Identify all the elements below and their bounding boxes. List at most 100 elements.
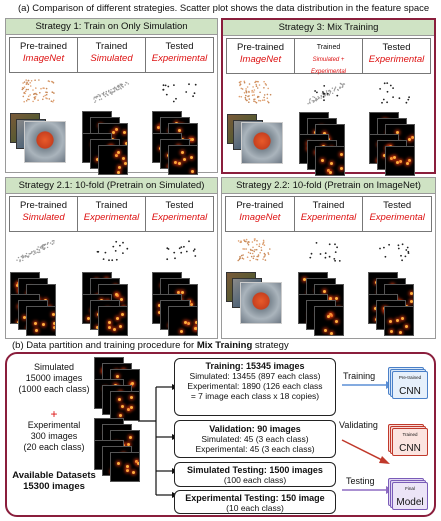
model-sublabel: Pre-trained — [398, 375, 422, 380]
trained-cell: Trained Experimental — [78, 197, 146, 231]
simulated-testing-title: Simulated Testing: 1500 images — [187, 465, 323, 475]
cell-value: Experimental — [151, 212, 208, 223]
available-datasets-label: Available Datasets 15300 images — [12, 470, 96, 492]
pretrained-cell: Pre-trained ImageNet — [10, 38, 78, 72]
tested-cell: Tested Experimental — [363, 39, 430, 73]
cell-label: Tested — [165, 41, 194, 52]
model-sublabel: Trained — [402, 432, 418, 437]
spot-pattern-tile — [26, 306, 56, 336]
cell-label: Pre-trained — [20, 41, 67, 52]
scatter-plot — [21, 79, 55, 103]
caption-b: (b) Data partition and training procedur… — [12, 340, 289, 351]
scatter-plot — [379, 243, 410, 262]
strategy-row: Pre-trained ImageNet Trained Simulated + E… — [226, 38, 431, 75]
trained-cell: Trained Experimental — [295, 197, 364, 231]
cell-value: ImageNet — [22, 53, 65, 64]
panel-title: Strategy 1: Train on Only Simulation — [6, 19, 217, 35]
simulated-testing-line: (100 each class) — [223, 475, 287, 485]
cell-label: Tested — [382, 42, 411, 53]
model-label: Model — [396, 497, 424, 508]
strategy-3-panel: Strategy 3: Mix Training Pre-trained Imag… — [221, 18, 436, 176]
testing-arrow-label: Testing — [346, 476, 375, 486]
validation-line: Experimental: 45 (3 each class) — [195, 444, 315, 454]
strategy-row: Pre-trained Simulated Trained Experimental… — [9, 196, 214, 232]
experimental-testing-title: Experimental Testing: 150 image — [185, 493, 325, 503]
spot-pattern-tile — [168, 145, 198, 175]
pretrained-cell: Pre-trained ImageNet — [226, 197, 295, 231]
model-sublabel: Final — [405, 486, 415, 491]
trained-cell: Trained Simulated + Experimental — [295, 39, 363, 75]
cell-label: Pre-trained — [236, 200, 284, 211]
plus-sign: + — [50, 407, 58, 421]
cell-label: Trained — [95, 41, 128, 52]
pretrained-cell: Pre-trained Simulated — [10, 197, 78, 231]
scatter-plot — [93, 81, 130, 103]
strategy-1-panel: Strategy 1: Train on Only Simulation Pre… — [5, 18, 218, 175]
caption-b-text: (b) Data partition and training procedur… — [12, 340, 197, 351]
training-line: = 7 image each class x 18 copies) — [190, 391, 320, 401]
cell-label: Trained — [95, 200, 128, 211]
experimental-testing-box: Experimental Testing: 150 image (10 each… — [174, 490, 336, 514]
pretrained-cell: Pre-trained ImageNet — [227, 39, 295, 73]
model-label: CNN — [399, 443, 421, 454]
model-label: CNN — [399, 386, 421, 397]
spot-pattern-tile — [315, 146, 345, 176]
spot-pattern-tile — [110, 452, 140, 482]
lizard-photo — [240, 282, 282, 324]
validation-title: Validation: 90 images — [209, 424, 301, 434]
cell-value: ImageNet — [239, 54, 282, 65]
lizard-photo — [241, 122, 283, 164]
cell-value: Experimental — [300, 212, 357, 223]
tested-cell: Tested Experimental — [146, 197, 213, 231]
training-line: Simulated: 13455 (897 each class) — [189, 371, 321, 381]
scatter-plot — [166, 240, 197, 261]
spot-pattern-tile — [314, 306, 344, 336]
trained-cnn-icon: Trained CNN — [388, 424, 428, 456]
cell-label: Tested — [165, 200, 194, 211]
scatter-plot — [379, 82, 410, 104]
validating-arrow-label: Validating — [339, 420, 378, 430]
tested-cell: Tested Experimental — [146, 38, 213, 72]
scatter-plot — [162, 83, 197, 103]
simulated-testing-box: Simulated Testing: 1500 images (100 each… — [174, 462, 336, 487]
cell-value: Simulated + Experimental — [310, 57, 346, 75]
trained-cell: Trained Simulated — [78, 38, 146, 72]
caption-b-emphasis: Mix Training — [196, 340, 253, 351]
panel-title: Strategy 2.2: 10-fold (Pretrain on Image… — [222, 178, 435, 194]
scatter-plot — [238, 80, 272, 104]
spot-pattern-tile — [98, 306, 128, 336]
cell-value: Experimental — [83, 212, 140, 223]
panel-title: Strategy 2.1: 10-fold (Pretrain on Simul… — [6, 178, 217, 194]
mix-training-procedure — [5, 352, 436, 517]
scatter-plot — [16, 240, 55, 263]
cell-label: Trained — [316, 44, 341, 51]
pretrained-cnn-icon: Pre-trained CNN — [388, 367, 428, 399]
training-line: Experimental: 1890 (126 each class — [187, 381, 323, 391]
strategy-2-2-panel: Strategy 2.2: 10-fold (Pretrain on Image… — [221, 177, 436, 339]
caption-b-text: strategy — [252, 340, 289, 351]
spot-pattern-tile — [385, 146, 415, 176]
training-arrow-label: Training — [343, 371, 376, 381]
cell-value: Experimental — [151, 53, 208, 64]
caption-a: (a) Comparison of different strategies. … — [18, 3, 430, 14]
spot-pattern-tile — [110, 391, 140, 421]
scatter-plot — [307, 82, 346, 105]
strategy-row: Pre-trained ImageNet Trained Experimental … — [225, 196, 432, 232]
validation-line: Simulated: 45 (3 each class) — [201, 434, 309, 444]
cell-value: Simulated — [90, 53, 133, 64]
scatter-plot — [237, 238, 271, 262]
cell-value: Experimental — [368, 54, 425, 65]
strategy-2-1-panel: Strategy 2.1: 10-fold (Pretrain on Simul… — [5, 177, 218, 339]
cell-label: Trained — [312, 200, 345, 211]
training-title: Training: 15345 images — [205, 361, 305, 371]
final-model-icon: Final Model — [388, 478, 428, 510]
spot-pattern-tile — [168, 306, 198, 336]
flow-arrows — [341, 381, 393, 494]
cell-label: Pre-trained — [20, 200, 67, 211]
cell-value: ImageNet — [239, 212, 281, 223]
tested-cell: Tested Experimental — [363, 197, 431, 231]
cell-value: Simulated — [22, 212, 65, 223]
training-box: Training: 15345 images Simulated: 13455 … — [174, 358, 336, 416]
panel-title: Strategy 3: Mix Training — [223, 20, 434, 36]
strategy-row: Pre-trained ImageNet Trained Simulated Tes… — [9, 37, 214, 73]
